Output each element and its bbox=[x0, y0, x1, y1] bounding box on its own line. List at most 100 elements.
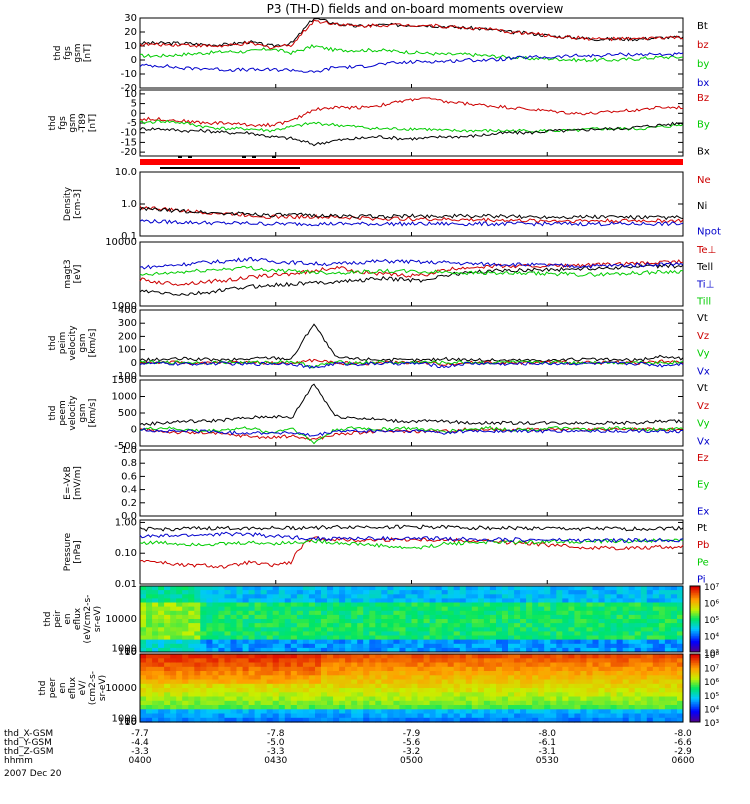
ytick-label: -10 bbox=[121, 69, 137, 80]
heatmap-cell bbox=[447, 705, 455, 710]
heatmap-cell bbox=[568, 643, 575, 649]
heatmap-cell bbox=[646, 598, 654, 603]
heatmap-cell bbox=[664, 717, 672, 723]
heatmap-cell bbox=[496, 696, 503, 702]
heatmap-cell bbox=[670, 713, 678, 719]
heatmap-cell bbox=[441, 586, 449, 591]
heatmap-cell bbox=[315, 700, 322, 706]
heatmap-cell bbox=[417, 594, 424, 599]
heatmap-cell bbox=[146, 594, 153, 599]
heatmap-cell bbox=[194, 683, 201, 689]
heatmap-cell bbox=[200, 643, 207, 649]
heatmap-cell bbox=[604, 635, 612, 641]
heatmap-cell bbox=[628, 639, 636, 645]
heatmap-cell bbox=[200, 619, 207, 624]
heatmap-cell bbox=[284, 683, 292, 689]
heatmap-cell bbox=[146, 658, 153, 664]
heatmap-cell bbox=[266, 713, 274, 719]
heatmap-cell bbox=[471, 671, 479, 676]
y-axis-label-line: thd bbox=[48, 406, 58, 421]
heatmap-cell bbox=[387, 586, 394, 591]
heatmap-cell bbox=[212, 717, 219, 723]
colorbar-label: 10³ bbox=[704, 649, 719, 659]
heatmap-cell bbox=[483, 658, 491, 664]
heatmap-cell bbox=[182, 647, 189, 653]
heatmap-cell bbox=[387, 688, 394, 693]
legend-entry: Bx bbox=[697, 146, 710, 157]
heatmap-cell bbox=[140, 586, 147, 591]
heatmap-cell bbox=[580, 619, 587, 624]
heatmap-cell bbox=[496, 606, 503, 612]
heatmap-cell bbox=[502, 700, 509, 706]
heatmap-cell bbox=[140, 713, 147, 719]
heatmap-cell bbox=[260, 696, 268, 702]
heatmap-cell bbox=[496, 713, 503, 719]
heatmap-cell bbox=[260, 658, 268, 664]
heatmap-cell bbox=[375, 635, 382, 641]
heatmap-cell bbox=[393, 627, 400, 632]
heatmap-cell bbox=[152, 627, 159, 632]
heatmap-cell bbox=[604, 713, 612, 719]
heatmap-cell bbox=[188, 635, 195, 641]
heatmap-cell bbox=[447, 614, 455, 620]
heatmap-cell bbox=[333, 679, 340, 685]
heatmap-cell bbox=[188, 700, 195, 706]
heatmap-cell bbox=[254, 675, 262, 681]
heatmap-cell bbox=[622, 683, 630, 689]
heatmap-cell bbox=[194, 606, 201, 612]
heatmap-cell bbox=[218, 713, 225, 719]
heatmap-cell bbox=[562, 705, 569, 710]
heatmap-cell bbox=[272, 679, 280, 685]
heatmap-cell bbox=[152, 662, 159, 668]
heatmap-cell bbox=[369, 654, 376, 659]
heatmap-cell bbox=[218, 635, 225, 641]
heatmap-cell bbox=[664, 623, 672, 628]
heatmap-cell bbox=[477, 700, 485, 706]
heatmap-cell bbox=[200, 614, 207, 620]
heatmap-cell bbox=[254, 713, 262, 719]
heatmap-cell bbox=[447, 619, 455, 624]
heatmap-cell bbox=[550, 614, 557, 620]
ytick-label: 10 bbox=[124, 717, 137, 728]
heatmap-cell bbox=[465, 671, 473, 676]
heatmap-cell bbox=[315, 713, 322, 719]
heatmap-cell bbox=[520, 598, 527, 603]
heatmap-cell bbox=[308, 610, 316, 616]
heatmap-cell bbox=[646, 627, 654, 632]
heatmap-cell bbox=[357, 713, 364, 719]
heatmap-cell bbox=[526, 643, 533, 649]
heatmap-cell bbox=[158, 679, 165, 685]
heatmap-cell bbox=[441, 679, 449, 685]
heatmap-cell bbox=[375, 654, 382, 659]
heatmap-cell bbox=[532, 683, 539, 689]
heatmap-cell bbox=[399, 631, 406, 636]
heatmap-cell bbox=[146, 713, 153, 719]
xaxis-value: -3.3 bbox=[131, 747, 149, 757]
heatmap-cell bbox=[387, 635, 394, 641]
heatmap-cell bbox=[435, 631, 443, 636]
heatmap-cell bbox=[260, 666, 268, 672]
heatmap-cell bbox=[477, 586, 485, 591]
heatmap-cell bbox=[164, 586, 171, 591]
heatmap-cell bbox=[242, 586, 250, 591]
heatmap-cell bbox=[646, 705, 654, 710]
heatmap-cell bbox=[435, 679, 443, 685]
y-axis-label-line: en bbox=[58, 682, 68, 693]
ytick-label: 300 bbox=[118, 318, 137, 329]
heatmap-cell bbox=[146, 602, 153, 608]
heatmap-cell bbox=[429, 635, 437, 641]
heatmap-cell bbox=[242, 654, 250, 659]
heatmap-cell bbox=[248, 586, 256, 591]
heatmap-cell bbox=[254, 631, 262, 636]
heatmap-cell bbox=[417, 614, 424, 620]
heatmap-cell bbox=[634, 606, 642, 612]
heatmap-cell bbox=[502, 586, 509, 591]
heatmap-cell bbox=[526, 709, 533, 715]
xaxis-row-label: thd_Z-GSM bbox=[4, 747, 53, 757]
heatmap-cell bbox=[538, 643, 545, 649]
heatmap-cell bbox=[568, 619, 575, 624]
colorbar-cell bbox=[690, 701, 700, 704]
heatmap-cell bbox=[664, 590, 672, 595]
heatmap-cell bbox=[664, 610, 672, 616]
